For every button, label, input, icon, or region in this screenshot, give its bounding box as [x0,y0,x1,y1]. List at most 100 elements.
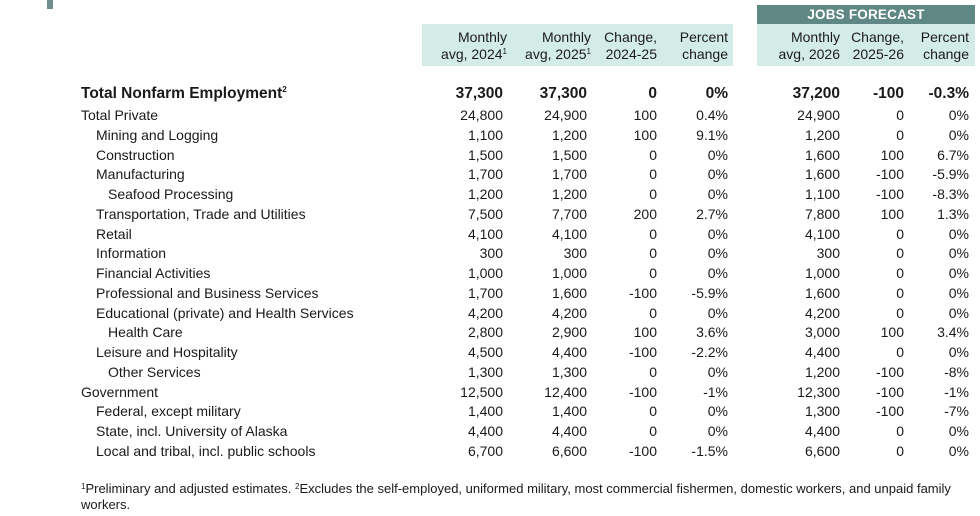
table-row: State, incl. University of Alaska 4,400 4,… [0,421,980,441]
header-line: Monthly [457,29,507,45]
cell-value: 1,000 [551,265,587,282]
column-header: Monthly avg, 2026 [779,29,841,63]
table-row: Manufacturing 1,700 1,700 0 0% 1,600 -100 -5.9% [0,164,980,184]
cell-value: 0 [896,107,904,123]
cell-value: -100 [875,363,904,380]
cell-value: 1,600 [551,284,587,301]
cell-value: 1,400 [467,403,503,420]
cell-value: 0 [896,304,904,321]
row-label: Construction [96,146,175,163]
cell-value: 1,000 [804,265,840,282]
cell-value: 0 [649,363,657,380]
footnote-marker: 1 [81,482,86,491]
cell-value: 37,300 [539,85,587,102]
row-label: Leisure and Hospitality [96,344,238,361]
cell-value: 0% [705,85,728,102]
cell-value: 0% [707,363,728,380]
cell-value: 4,500 [467,344,503,361]
column-header: Percent change [921,29,969,63]
header-line: avg, 20241 [441,46,507,62]
cell-value: 24,800 [460,107,503,123]
table-row: Total Nonfarm Employment2 37,300 37,300 0 0%… [0,84,980,104]
cell-value: 0% [948,126,969,143]
cell-value: 0% [948,442,969,459]
cell-value: 0% [707,265,728,282]
cell-value: 1,100 [804,186,840,203]
table-row: Construction 1,500 1,500 0 0% 1,600 100 6.7% [0,145,980,165]
cell-value: 0% [707,245,728,262]
header-line: change [923,46,969,62]
cell-value: 3.4% [937,324,969,341]
table-row: Information 300 300 0 0% 300 0 0% [0,243,980,263]
cell-value: -8% [944,363,969,380]
row-label: Other Services [108,363,201,380]
row-label: Federal, except military [96,403,241,420]
cell-value: 3,000 [804,324,840,341]
cell-value: 100 [633,324,657,341]
forecast-header-background [757,24,975,66]
column-header: Monthly avg, 20251 [525,29,591,63]
row-label: Information [96,245,167,262]
header-line: Change, [851,29,904,45]
cell-value: 1,200 [551,126,587,143]
header-line: change [682,46,728,62]
cell-value: 300 [479,245,503,262]
cell-value: 0 [649,166,657,183]
row-label: Educational (private) and Health Service… [96,304,354,321]
cell-value: 0 [649,225,657,242]
cell-value: -100 [872,85,904,102]
cell-value: 1,200 [804,363,840,380]
header-line: Monthly [790,29,840,45]
cell-value: 1,200 [804,126,840,143]
cell-value: -5.9% [691,284,728,301]
cell-value: 37,200 [792,85,840,102]
cell-value: 7,800 [804,205,840,222]
row-label: Retail [96,225,132,242]
table-row: Seafood Processing 1,200 1,200 0 0% 1,100 -100… [0,184,980,204]
column-header: Change, 2025-26 [851,29,904,63]
cell-value: 0% [707,166,728,183]
cell-value: 0% [948,304,969,321]
cell-value: 300 [563,245,587,262]
table-row: Local and tribal, incl. public schools 6,… [0,441,980,461]
header-line: Percent [679,29,728,45]
header-line: 2025-26 [852,46,904,62]
cell-value: -100 [628,284,657,301]
row-label: Professional and Business Services [96,284,319,301]
cell-value: -2.2% [691,344,728,361]
cell-value: 6,600 [804,442,840,459]
cell-value: 6,700 [467,442,503,459]
cell-value: -8.3% [932,186,969,203]
cell-value: 0% [707,304,728,321]
cell-value: 0 [649,186,657,203]
cell-value: -100 [875,166,904,183]
cell-value: 0 [649,403,657,420]
header-line: avg, 20251 [525,46,591,62]
cell-value: 0 [896,442,904,459]
cell-value: 12,400 [544,383,587,400]
cell-value: 7,500 [467,205,503,222]
cell-value: 1,100 [467,126,503,143]
cell-value: 0% [707,403,728,420]
cell-value: 1,600 [804,284,840,301]
column-header: Percent change [680,29,728,63]
row-label: Manufacturing [96,166,185,183]
accent-bar [47,0,53,9]
cell-value: -7% [944,403,969,420]
cell-value: 0 [649,423,657,440]
column-header: Change, 2024-25 [604,29,657,63]
cell-value: 9.1% [696,126,728,143]
cell-value: 0% [707,225,728,242]
footnote-1: Preliminary and adjusted estimates. [85,481,295,496]
header-footnote-marker: 1 [586,47,591,56]
cell-value: 100 [880,146,904,163]
cell-value: 1,700 [467,284,503,301]
table-row: Retail 4,100 4,100 0 0% 4,100 0 0% [0,224,980,244]
cell-value: 0 [649,304,657,321]
row-label: Health Care [108,324,183,341]
cell-value: 3.6% [696,324,728,341]
cell-value: 4,200 [467,304,503,321]
cell-value: 4,200 [551,304,587,321]
jobs-forecast-title: JOBS FORECAST [757,5,975,24]
cell-value: 4,100 [551,225,587,242]
